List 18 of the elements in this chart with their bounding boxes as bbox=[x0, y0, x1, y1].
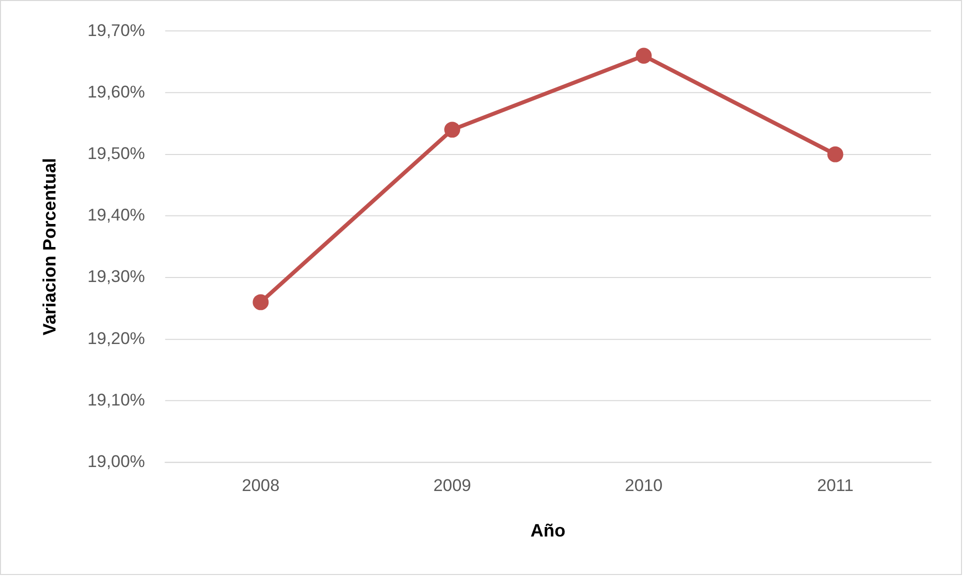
y-axis-title: Variacion Porcentual bbox=[40, 158, 60, 336]
y-tick-label: 19,40% bbox=[87, 206, 145, 225]
y-tick-label: 19,60% bbox=[87, 82, 145, 102]
point bbox=[252, 294, 269, 310]
y-tick-label: 19,10% bbox=[87, 390, 145, 410]
x-tick-label: 2010 bbox=[624, 476, 663, 496]
y-tick-label: 19,50% bbox=[87, 144, 145, 163]
x-tick-label: 2009 bbox=[433, 476, 472, 496]
x-tick-label: 2008 bbox=[242, 476, 280, 496]
x-axis-title: Año bbox=[530, 520, 566, 540]
point bbox=[444, 122, 460, 138]
y-tick-label: 19,00% bbox=[87, 452, 145, 472]
point bbox=[636, 48, 652, 64]
point bbox=[827, 146, 844, 162]
y-tick-label: 19,70% bbox=[87, 20, 145, 40]
y-tick-label: 19,30% bbox=[87, 267, 145, 286]
x-tick-label: 2011 bbox=[817, 476, 854, 496]
y-tick-label: 19,20% bbox=[87, 328, 145, 348]
